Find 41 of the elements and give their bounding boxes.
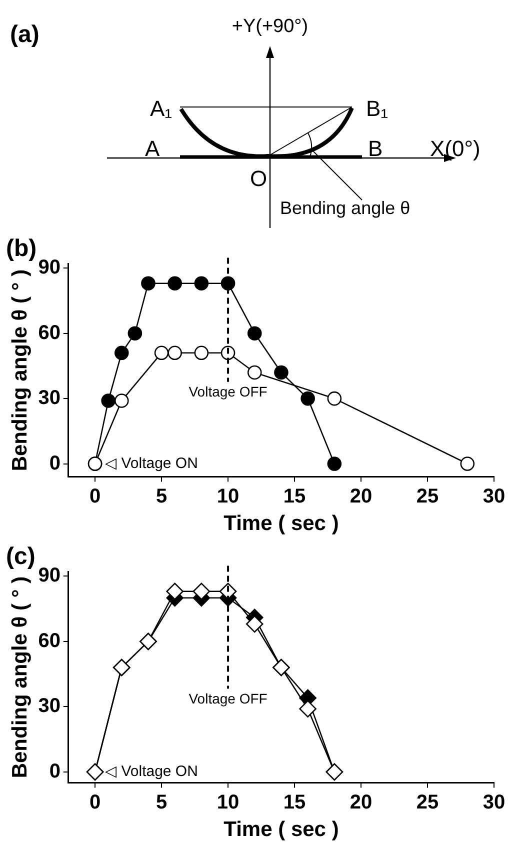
text: A₁ (150, 96, 172, 121)
x-tick-label: 25 (416, 485, 439, 508)
y-tick-label: 90 (38, 256, 60, 279)
annotation: ◁ Voltage ON (105, 763, 198, 780)
text: B (368, 136, 383, 161)
x-axis-title: Time ( sec ) (224, 512, 339, 536)
x-tick-label: 30 (482, 485, 506, 508)
x-tick-label: 5 (156, 485, 168, 508)
x-tick-label: 10 (216, 485, 240, 508)
x-tick-label: 20 (350, 791, 372, 814)
ref-line-label: Voltage OFF (188, 384, 268, 400)
text: A (145, 136, 160, 161)
y-tick-label: 0 (49, 452, 60, 474)
x-tick-label: 0 (89, 485, 101, 508)
y-tick-label: 90 (38, 564, 60, 587)
x-tick-label: 5 (156, 791, 168, 814)
y-tick-label: 60 (38, 322, 60, 344)
x-tick-label: 15 (283, 485, 306, 508)
y-tick-label: 30 (38, 387, 60, 410)
text: X(0°) (430, 136, 480, 161)
chart-title: (b) (6, 235, 37, 262)
y-axis-title: Bending angle θ ( ° ) (8, 269, 32, 472)
y-axis-title: Bending angle θ ( ° ) (8, 576, 32, 778)
text: O (250, 166, 268, 191)
text: B₁ (366, 96, 388, 121)
chart-title: (c) (6, 543, 36, 570)
text: +Y(+90°) (232, 16, 308, 37)
x-tick-label: 0 (89, 791, 101, 814)
text: Bending angle θ (280, 198, 410, 218)
x-tick-label: 30 (482, 791, 506, 814)
x-tick-label: 20 (350, 485, 372, 508)
x-tick-label: 25 (416, 791, 439, 814)
y-tick-label: 60 (38, 630, 60, 652)
ref-line-label: Voltage OFF (188, 690, 268, 706)
x-axis-title: Time ( sec ) (224, 818, 339, 842)
y-tick-label: 0 (49, 760, 60, 782)
text: (a) (10, 21, 40, 48)
y-tick-label: 30 (38, 695, 60, 718)
x-tick-label: 10 (216, 791, 240, 814)
x-tick-label: 15 (283, 791, 306, 814)
annotation: ◁ Voltage ON (105, 454, 198, 472)
